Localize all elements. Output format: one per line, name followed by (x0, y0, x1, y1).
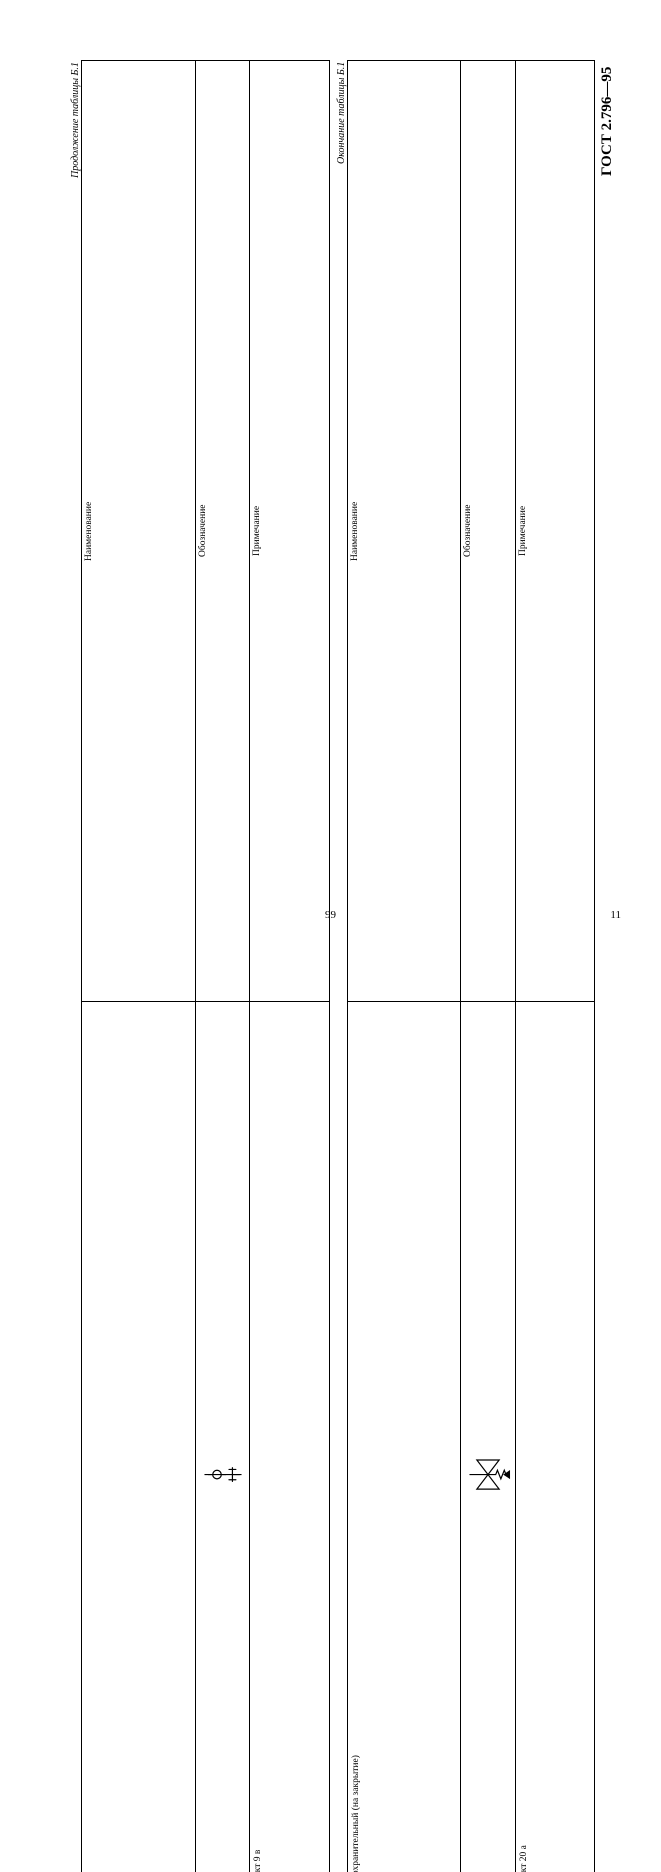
doc-title: ГОСТ 2.796—95 (599, 67, 616, 176)
right-half: Окончание таблицы Б.1 Наименование Обозн… (336, 60, 596, 880)
th-symbol: Обозначение (195, 61, 249, 1002)
cell-name: 2.6 Клапан предохранительный (на закрыти… (347, 1002, 461, 1872)
page-number-right: 11 (610, 909, 621, 921)
cell-note: ГОСТ 2.784, пункт 9 в (250, 1002, 329, 1872)
th-note: Примечание (515, 61, 594, 1002)
cell-name: б) штуцерное (82, 1002, 196, 1872)
right-table: Наименование Обозначение Примечание 2.6 … (347, 60, 596, 1872)
page-number-center: 99 (325, 909, 336, 921)
cell-note: ГОСТ 2.785, пункт 20 а (515, 1002, 594, 1872)
cell-symbol (461, 1002, 515, 1872)
table-row: б) штуцерное ГОСТ 2.784, пункт 9 в (82, 1002, 330, 1872)
th-symbol: Обозначение (461, 61, 515, 1002)
page-body: Продолжение таблицы Б.1 Наименование Обо… (70, 60, 595, 880)
right-caption: Окончание таблицы Б.1 (336, 60, 347, 880)
cell-symbol (195, 1002, 249, 1872)
left-table: Наименование Обозначение Примечание б) ш… (81, 60, 330, 1872)
th-note: Примечание (250, 61, 329, 1002)
th-name: Наименование (347, 61, 461, 1002)
left-half: Продолжение таблицы Б.1 Наименование Обо… (70, 60, 330, 880)
table-row: 2.6 Клапан предохранительный (на закрыти… (347, 1002, 595, 1872)
left-caption: Продолжение таблицы Б.1 (70, 60, 81, 880)
th-name: Наименование (82, 61, 196, 1002)
